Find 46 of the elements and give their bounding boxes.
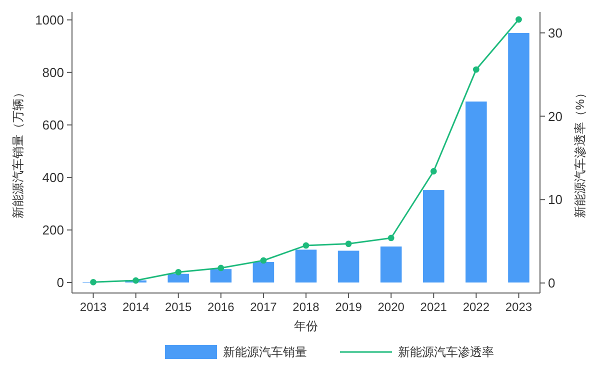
y-tick-label: 200 <box>42 222 64 238</box>
bar <box>210 269 232 282</box>
y-tick-label: 1000 <box>35 12 64 28</box>
x-tick-label: 2016 <box>208 300 235 314</box>
point <box>90 278 96 286</box>
x-tick-label: 2015 <box>165 300 192 314</box>
bar <box>295 250 317 282</box>
legend-label: 新能源汽车销量 <box>223 345 307 360</box>
bar <box>380 246 402 282</box>
y2-axis-title: 新能源汽车渗透率（%） <box>573 87 587 218</box>
point <box>175 268 182 276</box>
bar <box>508 33 530 282</box>
x-tick-label: 2023 <box>505 300 532 314</box>
point <box>132 277 140 284</box>
point <box>345 240 352 248</box>
x-tick-label: 2019 <box>335 300 362 314</box>
y-tick-label: 600 <box>42 117 64 132</box>
x-tick-label: 2013 <box>80 300 107 314</box>
x-tick-label: 2021 <box>420 300 448 314</box>
point <box>516 16 522 23</box>
x-tick-label: 2017 <box>250 300 278 314</box>
point <box>218 264 224 272</box>
point <box>430 168 437 174</box>
x-axis-title: 年份 <box>294 319 318 333</box>
bar <box>168 274 189 282</box>
bar <box>466 102 487 282</box>
y-tick-label: 400 <box>42 170 64 185</box>
x-tick-label: 2014 <box>122 300 150 314</box>
y2-tick-label: 10 <box>548 192 562 208</box>
y2-tick-label: 30 <box>548 25 562 40</box>
x-tick-label: 2022 <box>462 300 490 314</box>
y2-tick-label: 0 <box>548 276 556 291</box>
legend-label: 新能源汽车渗透率 <box>398 345 494 360</box>
x-tick-label: 2018 <box>292 300 320 314</box>
y-tick-label: 0 <box>56 275 64 290</box>
bar <box>252 262 274 282</box>
point <box>302 242 310 249</box>
y-axis-title: 新能源汽车销量（万辆） <box>11 86 25 218</box>
y-tick-label: 800 <box>42 64 64 80</box>
y2-tick-label: 20 <box>548 108 562 124</box>
x-tick-label: 2020 <box>378 300 405 314</box>
point <box>388 234 394 242</box>
bar <box>338 250 360 282</box>
bar <box>423 190 444 282</box>
point <box>260 257 267 264</box>
point <box>472 66 480 73</box>
